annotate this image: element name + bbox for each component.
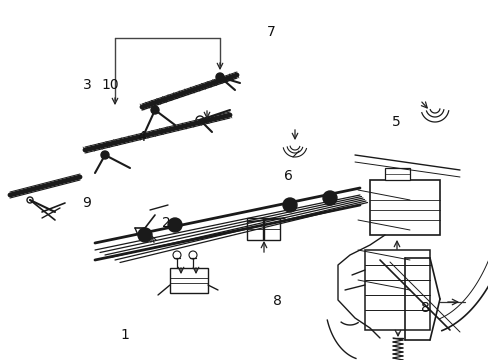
Text: 1: 1 [120, 328, 129, 342]
Bar [364, 250, 429, 330]
Circle shape [216, 73, 224, 81]
Circle shape [283, 198, 296, 212]
Text: 10: 10 [101, 78, 119, 91]
Text: 8: 8 [420, 301, 429, 315]
Text: 6: 6 [284, 170, 292, 183]
Text: 7: 7 [266, 26, 275, 39]
Bar [264, 218, 280, 240]
Circle shape [168, 218, 182, 232]
Circle shape [138, 228, 152, 242]
Bar [246, 218, 263, 240]
Bar [369, 180, 439, 235]
Bar [384, 168, 409, 180]
Text: 3: 3 [82, 78, 91, 91]
Circle shape [151, 106, 159, 114]
Text: 9: 9 [82, 197, 91, 210]
Text: 8: 8 [273, 294, 282, 307]
Circle shape [323, 191, 336, 205]
Circle shape [101, 151, 109, 159]
Text: 2: 2 [162, 216, 170, 230]
Bar [170, 268, 207, 293]
Text: 5: 5 [391, 116, 400, 129]
Text: 4: 4 [137, 130, 146, 144]
